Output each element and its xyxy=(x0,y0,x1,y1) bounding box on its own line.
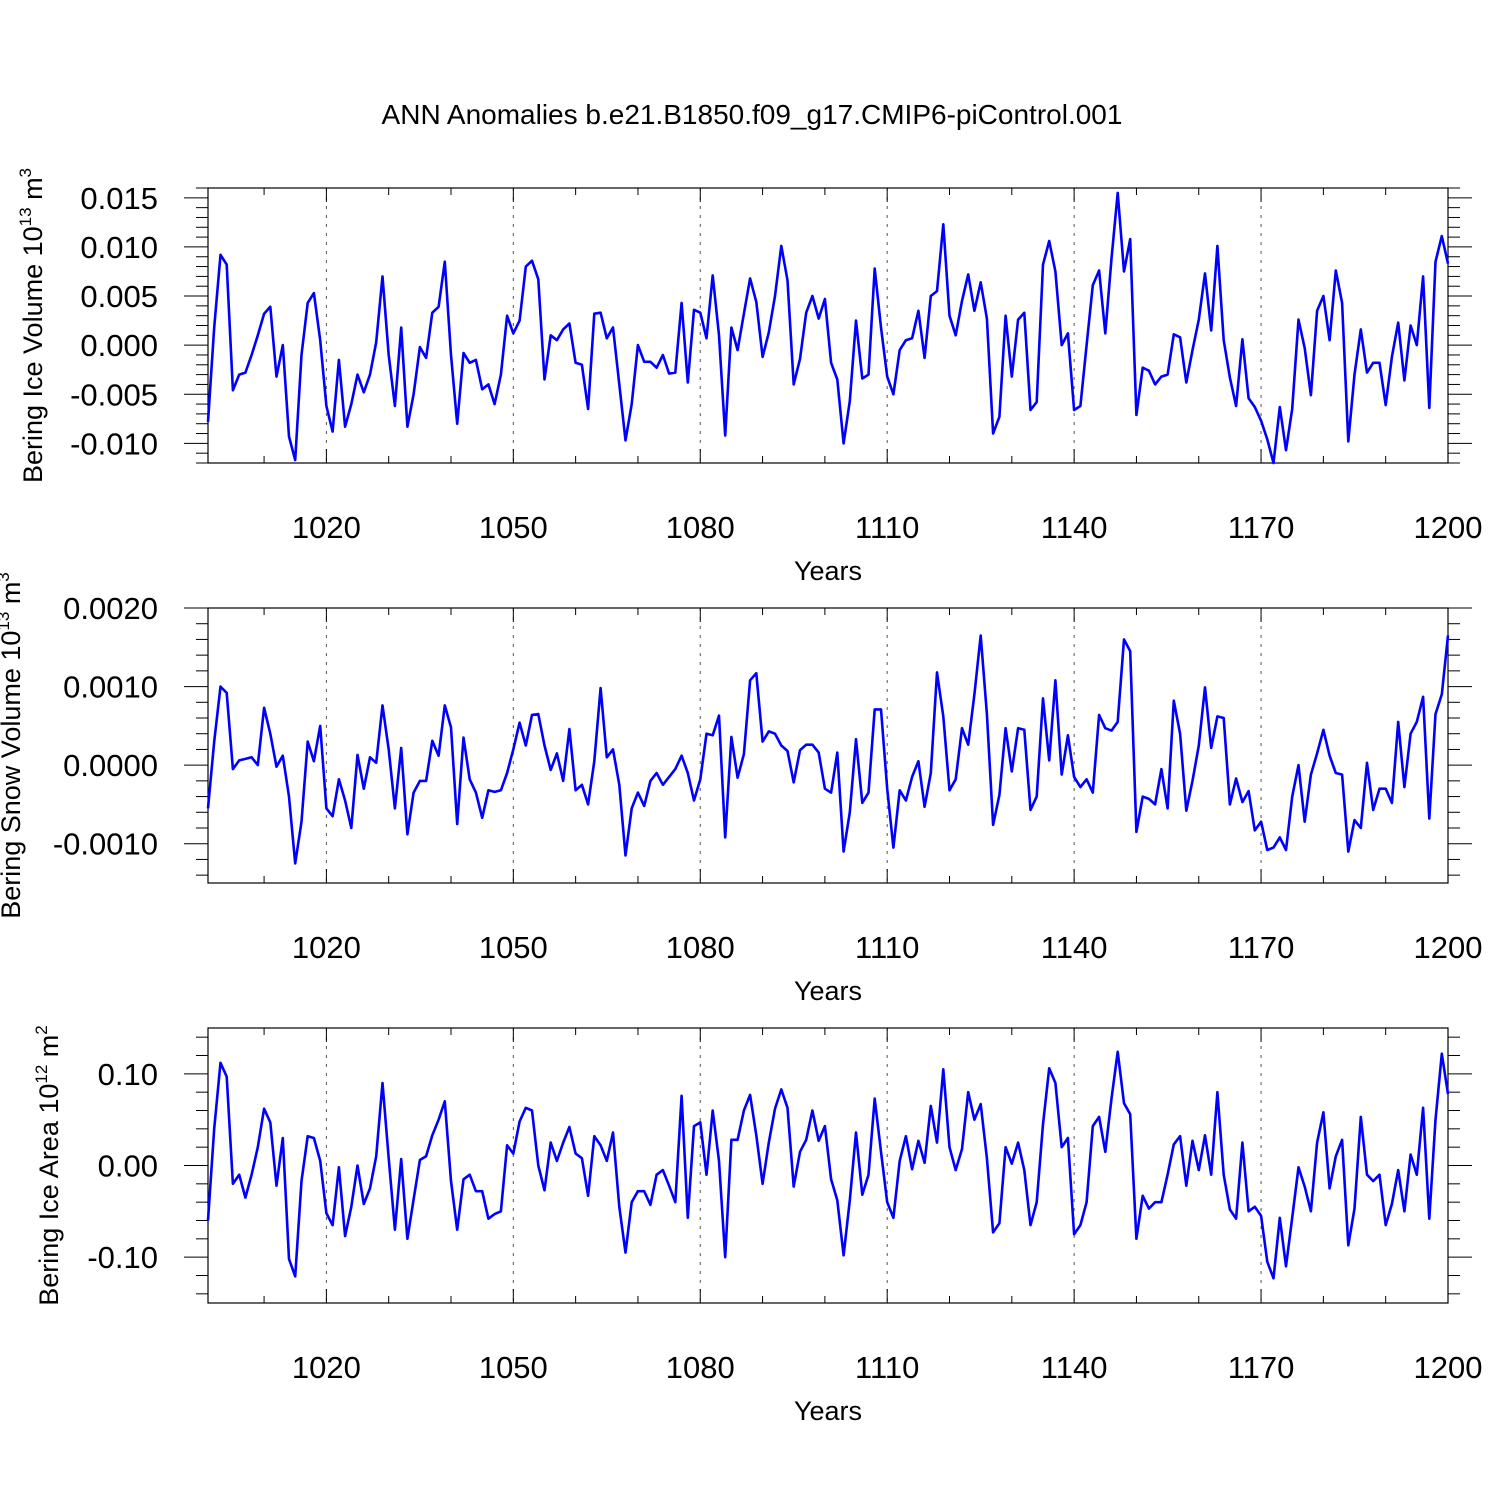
x-axis-label: Years xyxy=(794,1396,862,1426)
y-axis-label: Bering Snow Volume 1013 m3 xyxy=(0,572,26,919)
x-tick-label: 1050 xyxy=(479,1350,548,1385)
x-axis-label: Years xyxy=(794,556,862,586)
x-tick-label: 1050 xyxy=(479,930,548,965)
series-line xyxy=(206,634,1450,865)
y-axis-label: Bering Ice Area 1012 m2 xyxy=(32,1025,64,1306)
x-tick-label: 1200 xyxy=(1414,1350,1483,1385)
x-tick-label: 1140 xyxy=(1041,1350,1108,1385)
y-tick-label: -0.005 xyxy=(70,377,158,412)
y-tick-label: 0.015 xyxy=(80,181,158,216)
x-tick-label: 1050 xyxy=(479,510,548,545)
y-tick-label: 0.10 xyxy=(98,1057,158,1092)
series-line xyxy=(206,191,1450,465)
x-tick-label: 1200 xyxy=(1414,510,1483,545)
x-tick-label: 1200 xyxy=(1414,930,1483,965)
plot-frame xyxy=(207,187,1449,464)
x-tick-label: 1080 xyxy=(666,510,735,545)
y-axis-label: Bering Ice Volume 1013 m3 xyxy=(16,168,48,483)
y-tick-label: 0.010 xyxy=(80,230,158,265)
x-tick-label: 1020 xyxy=(292,1350,361,1385)
panel-1: -0.010 -0.005 0.000 0.005 0.010 0.015 1020 1050… xyxy=(16,168,1482,586)
series-line xyxy=(206,1050,1450,1280)
y-tick-label: -0.0010 xyxy=(53,827,158,862)
x-tick-label: 1170 xyxy=(1228,1350,1295,1385)
panel-2: -0.0010 0.0000 0.0010 0.0020 1020 1050 1080 111… xyxy=(0,572,1482,1006)
chart-title: ANN Anomalies b.e21.B1850.f09_g17.CMIP6-… xyxy=(382,99,1123,130)
x-tick-label: 1110 xyxy=(855,930,919,965)
y-tick-label: -0.10 xyxy=(87,1240,158,1275)
plot-frame xyxy=(207,607,1449,884)
x-tick-label: 1080 xyxy=(666,930,735,965)
x-tick-label: 1140 xyxy=(1041,510,1108,545)
panel-3: -0.10 0.00 0.10 1020 1050 1080 1110 1140 1170 120… xyxy=(32,1025,1482,1426)
x-axis-label: Years xyxy=(794,976,862,1006)
y-tick-label: 0.005 xyxy=(80,279,158,314)
y-tick-label: 0.0000 xyxy=(63,748,158,783)
y-tick-label: 0.0010 xyxy=(63,670,158,705)
x-tick-label: 1110 xyxy=(855,1350,919,1385)
x-tick-label: 1170 xyxy=(1228,510,1295,545)
x-tick-label: 1020 xyxy=(292,930,361,965)
x-tick-label: 1110 xyxy=(855,510,919,545)
y-tick-label: -0.010 xyxy=(70,426,158,461)
x-tick-label: 1080 xyxy=(666,1350,735,1385)
x-tick-label: 1020 xyxy=(292,510,361,545)
y-tick-label: 0.00 xyxy=(98,1149,158,1184)
y-tick-label: 0.0020 xyxy=(63,591,158,626)
y-tick-label: 0.000 xyxy=(80,328,158,363)
plot-frame xyxy=(207,1027,1449,1304)
x-tick-label: 1170 xyxy=(1228,930,1295,965)
x-tick-label: 1140 xyxy=(1041,930,1108,965)
